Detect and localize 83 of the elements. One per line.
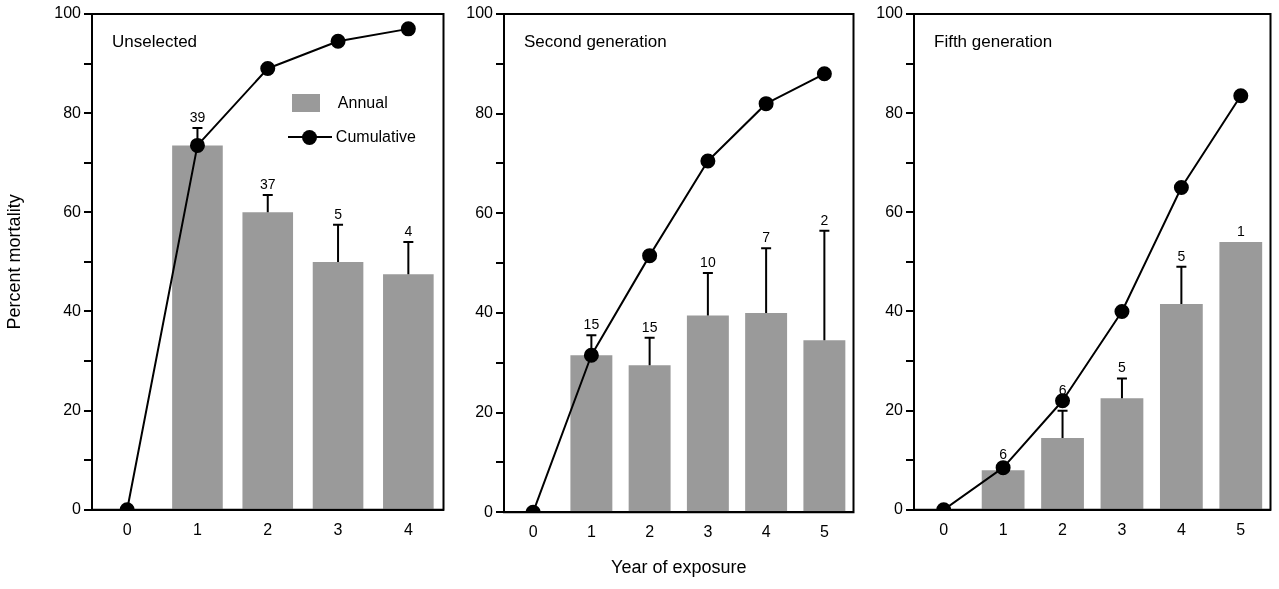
text: Unselected (112, 32, 198, 52)
annotation: 6 (999, 446, 1008, 463)
x-tick-label: 4 (761, 523, 771, 541)
annotation: 15 (583, 316, 600, 333)
x-tick-label: 2 (1058, 520, 1068, 538)
x-tick-label: 4 (403, 520, 413, 538)
point (260, 61, 276, 77)
x-axis-title: Year of exposure (611, 557, 747, 578)
bar (981, 470, 1025, 509)
point (1055, 393, 1071, 409)
bar (1041, 437, 1084, 509)
y-tick-label: 0 (484, 502, 494, 520)
annotation: 37 (259, 175, 276, 192)
text: Fifth generation (934, 32, 1053, 52)
x-tick-label: 5 (819, 523, 829, 541)
bar (242, 212, 294, 509)
x-tick-label: 2 (263, 520, 273, 538)
point (330, 33, 346, 49)
y-tick-label: 40 (475, 303, 494, 321)
y-tick-label: 20 (63, 401, 82, 419)
annotation: 7 (762, 229, 771, 246)
x-tick-label: 3 (703, 523, 713, 541)
annotation: 5 (1118, 359, 1127, 376)
x-tick-label: 5 (1236, 520, 1246, 538)
y-tick-label: 0 (72, 500, 82, 518)
legend-label: Cumulative (335, 128, 416, 147)
y-tick-label: 100 (876, 4, 904, 22)
x-tick-label: 0 (122, 520, 132, 538)
bar (686, 315, 729, 512)
annotation: 39 (189, 108, 206, 125)
y-tick-label: 40 (63, 301, 82, 319)
x-tick-label: 0 (528, 523, 538, 541)
y-tick-label: 60 (63, 202, 82, 220)
y-tick-label: 100 (54, 4, 82, 22)
point (816, 66, 832, 82)
point (400, 21, 416, 37)
y-tick-label: 20 (475, 402, 494, 420)
point (1233, 88, 1249, 104)
y-tick-label: 80 (63, 103, 82, 121)
point (1173, 180, 1189, 196)
point (583, 347, 599, 363)
y-tick-label: 80 (475, 104, 494, 122)
y-tick-label: 20 (885, 401, 904, 419)
text: Second generation (524, 32, 667, 52)
x-tick-label: 1 (193, 520, 202, 538)
annotation: 1 (1236, 222, 1245, 239)
annotation: 5 (334, 205, 343, 222)
bar (1100, 398, 1144, 509)
y-tick-label: 100 (466, 4, 494, 22)
legend-label: Annual (337, 94, 388, 113)
x-tick-label: 2 (645, 523, 655, 541)
bar (628, 365, 671, 512)
bar (172, 145, 223, 509)
bar (1159, 304, 1203, 509)
bar (803, 340, 846, 512)
point (700, 153, 716, 169)
annotation: 5 (1177, 247, 1186, 264)
point (189, 137, 205, 153)
y-tick-label: 80 (885, 103, 904, 121)
annotation: 10 (700, 253, 716, 270)
point (642, 248, 658, 264)
annotation: 4 (404, 222, 413, 239)
bar (1219, 242, 1263, 509)
x-tick-label: 0 (939, 520, 949, 538)
annotation: 15 (641, 318, 658, 335)
point (758, 96, 774, 112)
y-tick-label: 60 (885, 202, 904, 220)
bar (383, 274, 434, 509)
bar (312, 261, 364, 509)
y-tick-label: 0 (894, 500, 904, 518)
y-axis-title: Percent mortality (3, 194, 24, 330)
bar (570, 355, 613, 512)
y-tick-label: 40 (885, 301, 904, 319)
x-tick-label: 3 (333, 520, 343, 538)
x-tick-label: 1 (586, 523, 596, 541)
annotation: 2 (820, 211, 829, 228)
x-tick-label: 4 (1176, 520, 1186, 538)
x-tick-label: 3 (1117, 520, 1127, 538)
point (995, 460, 1011, 476)
point (1114, 303, 1130, 319)
x-tick-label: 1 (998, 520, 1008, 538)
bar (745, 312, 788, 512)
y-tick-label: 60 (475, 203, 494, 221)
